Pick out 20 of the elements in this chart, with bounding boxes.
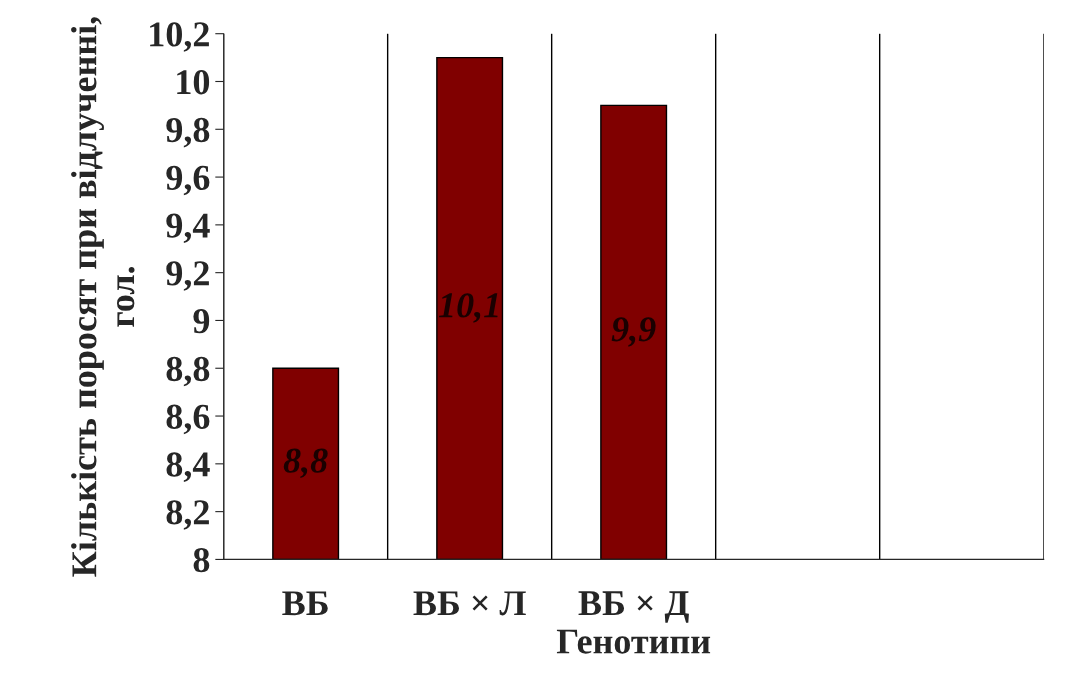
y-tick-label: 8,4 bbox=[166, 452, 210, 482]
y-tick-label: 8,2 bbox=[166, 500, 209, 530]
y-tick-label: 10,2 bbox=[150, 22, 209, 52]
y-tick-label: 8 bbox=[193, 547, 210, 573]
y-tick-label: 8,8 bbox=[166, 356, 210, 387]
data-label: 8,8 bbox=[283, 448, 328, 479]
y-tick-label: 8,6 bbox=[166, 404, 210, 435]
y-tick-label: 10 bbox=[177, 70, 210, 95]
data-label: 9,9 bbox=[611, 317, 656, 347]
data-label: 10,1 bbox=[438, 293, 498, 323]
y-axis-title: Кількість поросят при відлученні, гол. bbox=[71, 17, 135, 577]
x-tick-label: ВБ × Л bbox=[413, 591, 526, 616]
x-tick-label: ВБ bbox=[282, 591, 328, 616]
y-tick-label: 9 bbox=[193, 309, 210, 334]
y-tick-label: 9,4 bbox=[166, 213, 210, 243]
y-tick-label: 9,2 bbox=[166, 261, 209, 291]
y-tick-label: 9,6 bbox=[166, 165, 210, 196]
x-axis-title: Генотипи bbox=[556, 629, 711, 654]
y-tick-label: 9,8 bbox=[166, 117, 210, 148]
x-tick-label: ВБ × Д bbox=[578, 591, 689, 623]
